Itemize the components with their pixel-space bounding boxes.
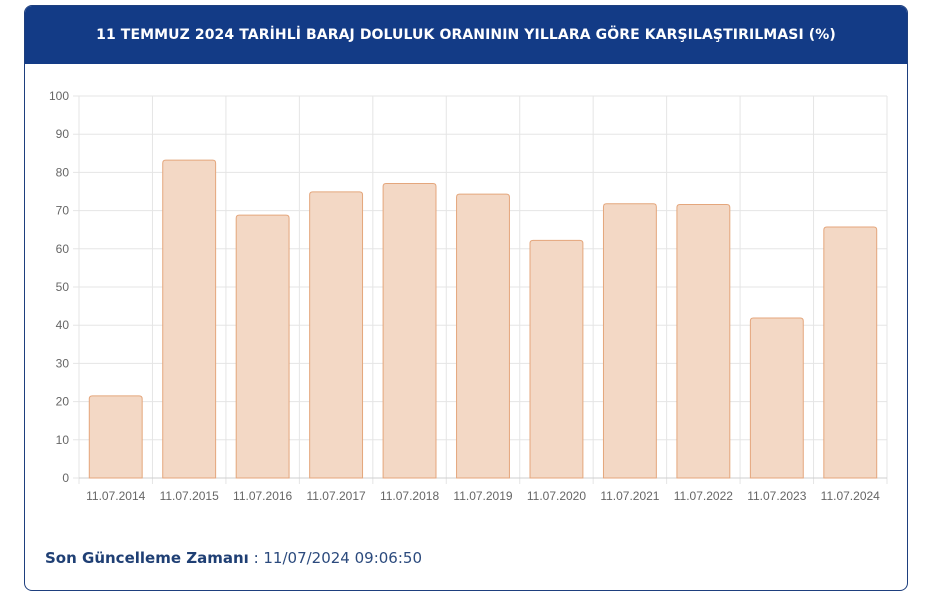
bar (749, 317, 804, 479)
last-update-label: Son Güncelleme Zamanı (45, 549, 249, 567)
chart-card: 11 TEMMUZ 2024 TARİHLİ BARAJ DOLULUK ORA… (24, 5, 908, 591)
bar (676, 203, 731, 479)
x-tick-label: 11.07.2023 (747, 489, 806, 503)
x-tick-label: 11.07.2018 (380, 489, 439, 503)
x-tick-label: 11.07.2017 (307, 489, 366, 503)
bar (382, 182, 437, 479)
bar (823, 226, 878, 479)
y-tick-label: 40 (56, 318, 70, 332)
y-tick-label: 90 (56, 127, 70, 141)
y-tick-label: 10 (56, 433, 70, 447)
bar (309, 191, 364, 479)
bar (162, 159, 217, 479)
x-tick-label: 11.07.2024 (821, 489, 880, 503)
y-tick-label: 0 (62, 471, 69, 485)
y-tick-label: 50 (56, 280, 70, 294)
bar (456, 193, 510, 479)
last-update-separator: : (248, 549, 264, 567)
bar (235, 214, 290, 479)
x-tick-label: 11.07.2020 (527, 489, 586, 503)
chart-area: 0 10 20 30 40 50 60 70 80 90 100 11.07.2014 11.07.20… (25, 64, 907, 534)
bar (602, 203, 657, 479)
bar (88, 395, 143, 479)
last-update-value: 11/07/2024 09:06:50 (263, 549, 422, 567)
y-tick-label: 100 (49, 89, 69, 103)
y-tick-label: 70 (56, 204, 70, 218)
y-tick-label: 30 (56, 356, 70, 370)
y-tick-label: 80 (56, 165, 70, 179)
bar-chart: 0 10 20 30 40 50 60 70 80 90 100 11.07.2014 11.07.20… (49, 89, 888, 503)
x-tick-label: 11.07.2015 (160, 489, 219, 503)
x-tick-label: 11.07.2021 (600, 489, 659, 503)
y-tick-label: 60 (56, 242, 70, 256)
x-tick-label: 11.07.2016 (233, 489, 292, 503)
x-tick-label: 11.07.2014 (86, 489, 145, 503)
x-tick-label: 11.07.2019 (453, 489, 512, 503)
y-tick-label: 20 (56, 395, 70, 409)
chart-title: 11 TEMMUZ 2024 TARİHLİ BARAJ DOLULUK ORA… (25, 6, 907, 64)
x-tick-label: 11.07.2022 (674, 489, 733, 503)
last-update: Son Güncelleme Zamanı : 11/07/2024 09:06… (45, 549, 422, 567)
bar (529, 239, 584, 479)
